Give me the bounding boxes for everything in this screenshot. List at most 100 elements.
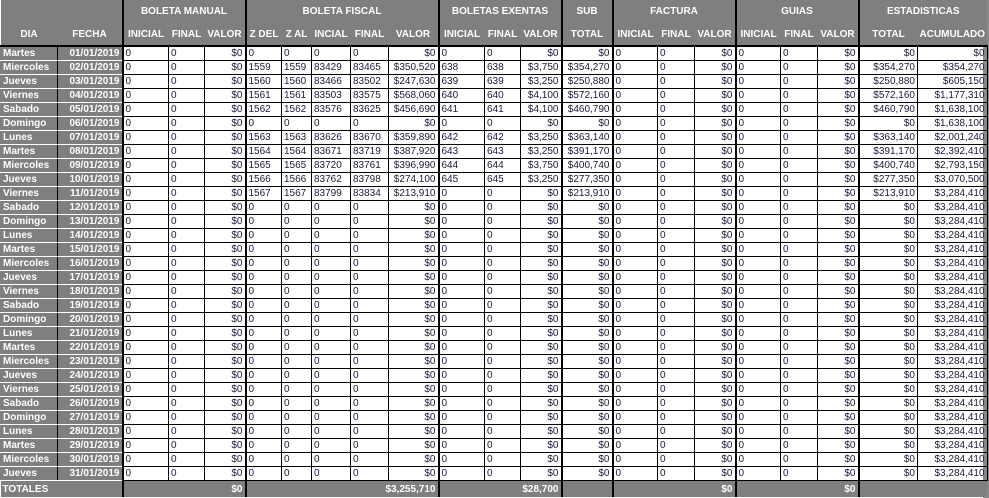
cell-factura-final[interactable]: 0 xyxy=(657,172,695,187)
cell-guias-valor[interactable]: $0 xyxy=(817,466,859,481)
cell-guias-valor[interactable]: $0 xyxy=(817,452,859,467)
cell-fecha[interactable]: 27/01/2019 xyxy=(57,410,123,425)
cell-bf-final[interactable]: 0 xyxy=(350,368,389,383)
cell-est-acumulado[interactable]: $1,638,100 xyxy=(917,102,988,117)
cell-guias-final[interactable]: 0 xyxy=(780,284,818,299)
cell-sub-total[interactable]: $391,170 xyxy=(560,144,613,159)
cell-bf-inicial[interactable]: 0 xyxy=(311,270,351,285)
cell-bf-valor[interactable]: $0 xyxy=(388,452,439,467)
cell-be-inicial[interactable]: 0 xyxy=(437,298,485,313)
cell-sub-total[interactable]: $0 xyxy=(560,382,613,397)
cell-be-inicial[interactable]: 644 xyxy=(437,158,485,173)
cell-factura-inicial[interactable]: 0 xyxy=(611,410,658,425)
cell-est-total[interactable]: $0 xyxy=(857,228,918,243)
cell-be-valor[interactable]: $4,100 xyxy=(520,102,562,117)
cell-factura-inicial[interactable]: 0 xyxy=(611,340,658,355)
cell-guias-inicial[interactable]: 0 xyxy=(734,200,781,215)
cell-est-acumulado[interactable]: $3,284,410 xyxy=(917,382,988,397)
cell-dia[interactable]: Martes xyxy=(0,144,58,159)
cell-bf-z-al[interactable]: 0 xyxy=(281,382,312,397)
cell-be-inicial[interactable]: 639 xyxy=(437,74,485,89)
cell-est-total[interactable]: $0 xyxy=(857,298,918,313)
cell-bf-valor[interactable]: $0 xyxy=(388,312,439,327)
cell-bm-final[interactable]: 0 xyxy=(168,284,205,299)
cell-bf-z-al[interactable]: 1562 xyxy=(281,102,312,117)
cell-guias-final[interactable]: 0 xyxy=(780,102,818,117)
cell-bf-z-del[interactable]: 0 xyxy=(244,396,282,411)
cell-guias-inicial[interactable]: 0 xyxy=(734,256,781,271)
cell-factura-final[interactable]: 0 xyxy=(657,228,695,243)
cell-bm-final[interactable]: 0 xyxy=(168,228,205,243)
cell-fecha[interactable]: 18/01/2019 xyxy=(57,284,123,299)
cell-bm-inicial[interactable]: 0 xyxy=(121,186,169,201)
cell-factura-valor[interactable]: $0 xyxy=(694,158,736,173)
cell-be-final[interactable]: 0 xyxy=(484,382,521,397)
cell-bf-final[interactable]: 0 xyxy=(350,228,389,243)
cell-bm-valor[interactable]: $0 xyxy=(204,340,246,355)
cell-factura-inicial[interactable]: 0 xyxy=(611,354,658,369)
cell-bf-final[interactable]: 0 xyxy=(350,298,389,313)
cell-be-inicial[interactable]: 640 xyxy=(437,88,485,103)
cell-factura-valor[interactable]: $0 xyxy=(694,116,736,131)
cell-be-final[interactable]: 641 xyxy=(484,102,521,117)
cell-bm-valor[interactable]: $0 xyxy=(204,242,246,257)
cell-bf-final[interactable]: 0 xyxy=(350,410,389,425)
cell-est-total[interactable]: $0 xyxy=(857,312,918,327)
cell-be-final[interactable]: 0 xyxy=(484,214,521,229)
cell-bm-valor[interactable]: $0 xyxy=(204,144,246,159)
cell-dia[interactable]: Viernes xyxy=(0,88,58,103)
cell-bf-inicial[interactable]: 0 xyxy=(311,200,351,215)
cell-factura-valor[interactable]: $0 xyxy=(694,88,736,103)
cell-bm-valor[interactable]: $0 xyxy=(204,102,246,117)
cell-bf-final[interactable]: 0 xyxy=(350,396,389,411)
cell-factura-valor[interactable]: $0 xyxy=(694,270,736,285)
cell-bm-final[interactable]: 0 xyxy=(168,452,205,467)
cell-factura-inicial[interactable]: 0 xyxy=(611,396,658,411)
cell-guias-valor[interactable]: $0 xyxy=(817,102,859,117)
cell-bm-valor[interactable]: $0 xyxy=(204,88,246,103)
cell-est-total[interactable]: $0 xyxy=(857,200,918,215)
cell-bf-z-del[interactable]: 1564 xyxy=(244,144,282,159)
cell-be-valor[interactable]: $0 xyxy=(520,438,562,453)
cell-est-total[interactable]: $354,270 xyxy=(857,60,918,75)
cell-factura-valor[interactable]: $0 xyxy=(694,242,736,257)
cell-dia[interactable]: Viernes xyxy=(0,382,58,397)
cell-be-inicial[interactable]: 0 xyxy=(437,410,485,425)
cell-est-acumulado[interactable]: $3,284,410 xyxy=(917,186,988,201)
cell-be-inicial[interactable]: 0 xyxy=(437,284,485,299)
cell-guias-valor[interactable]: $0 xyxy=(817,410,859,425)
cell-bm-inicial[interactable]: 0 xyxy=(121,326,169,341)
cell-bf-final[interactable]: 0 xyxy=(350,214,389,229)
cell-bf-valor[interactable]: $0 xyxy=(388,228,439,243)
cell-est-total[interactable]: $250,880 xyxy=(857,74,918,89)
cell-factura-final[interactable]: 0 xyxy=(657,74,695,89)
cell-factura-valor[interactable]: $0 xyxy=(694,144,736,159)
cell-est-acumulado[interactable]: $3,284,410 xyxy=(917,396,988,411)
cell-be-final[interactable]: 0 xyxy=(484,312,521,327)
cell-bf-final[interactable]: 0 xyxy=(350,466,389,481)
cell-bm-final[interactable]: 0 xyxy=(168,298,205,313)
cell-bf-final[interactable]: 0 xyxy=(350,424,389,439)
cell-factura-inicial[interactable]: 0 xyxy=(611,88,658,103)
cell-bm-final[interactable]: 0 xyxy=(168,144,205,159)
cell-sub-total[interactable]: $363,140 xyxy=(560,130,613,145)
cell-bf-z-al[interactable]: 0 xyxy=(281,452,312,467)
cell-bf-inicial[interactable]: 0 xyxy=(311,410,351,425)
cell-bm-valor[interactable]: $0 xyxy=(204,270,246,285)
cell-bm-final[interactable]: 0 xyxy=(168,466,205,481)
cell-be-final[interactable]: 0 xyxy=(484,256,521,271)
cell-dia[interactable]: Jueves xyxy=(0,466,58,481)
cell-guias-inicial[interactable]: 0 xyxy=(734,186,781,201)
cell-bm-valor[interactable]: $0 xyxy=(204,354,246,369)
cell-bf-valor[interactable]: $0 xyxy=(388,298,439,313)
cell-bm-inicial[interactable]: 0 xyxy=(121,396,169,411)
cell-bf-z-al[interactable]: 0 xyxy=(281,116,312,131)
cell-bm-final[interactable]: 0 xyxy=(168,214,205,229)
cell-sub-total[interactable]: $0 xyxy=(560,116,613,131)
cell-guias-final[interactable]: 0 xyxy=(780,144,818,159)
cell-bm-inicial[interactable]: 0 xyxy=(121,298,169,313)
cell-be-inicial[interactable]: 638 xyxy=(437,60,485,75)
cell-guias-final[interactable]: 0 xyxy=(780,200,818,215)
cell-factura-valor[interactable]: $0 xyxy=(694,382,736,397)
cell-bf-final[interactable]: 0 xyxy=(350,340,389,355)
